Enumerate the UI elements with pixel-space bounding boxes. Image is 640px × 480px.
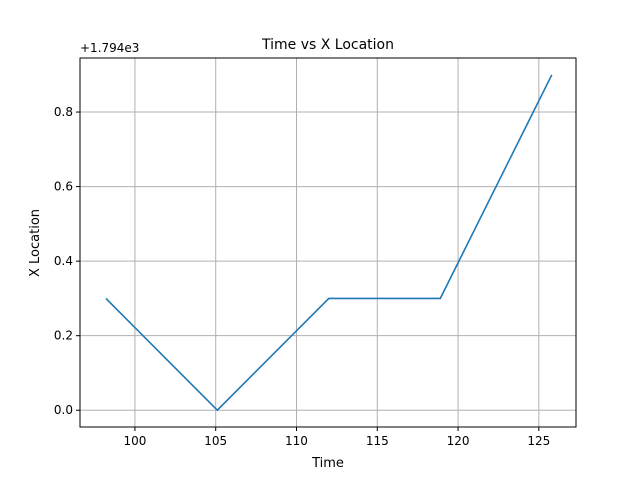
x-axis-label: Time [311,456,344,471]
x-tick-label: 125 [527,434,550,448]
series-line [105,74,553,412]
x-tick-label: 115 [366,434,389,448]
y-axis-offset-label: +1.794e3 [80,41,139,55]
plot-frame [79,57,577,428]
y-tick-label: 0.4 [54,254,73,268]
x-axis-ticks: 100 105 110 115 120 125 [123,427,550,448]
x-tick-label: 105 [204,434,227,448]
series-layer [105,74,553,412]
y-tick-label: 0.2 [54,329,73,343]
chart-title: Time vs X Location [261,37,394,53]
y-axis-label: X Location [28,209,43,277]
x-tick-label: 120 [447,434,470,448]
y-axis-ticks: 0.0 0.2 0.4 0.6 0.8 [54,105,80,417]
y-tick-label: 0.6 [54,180,73,194]
y-tick-label: 0.0 [54,403,73,417]
grid-lines [80,58,576,427]
y-tick-label: 0.8 [54,105,73,119]
x-tick-label: 100 [123,434,146,448]
x-tick-label: 110 [285,434,308,448]
